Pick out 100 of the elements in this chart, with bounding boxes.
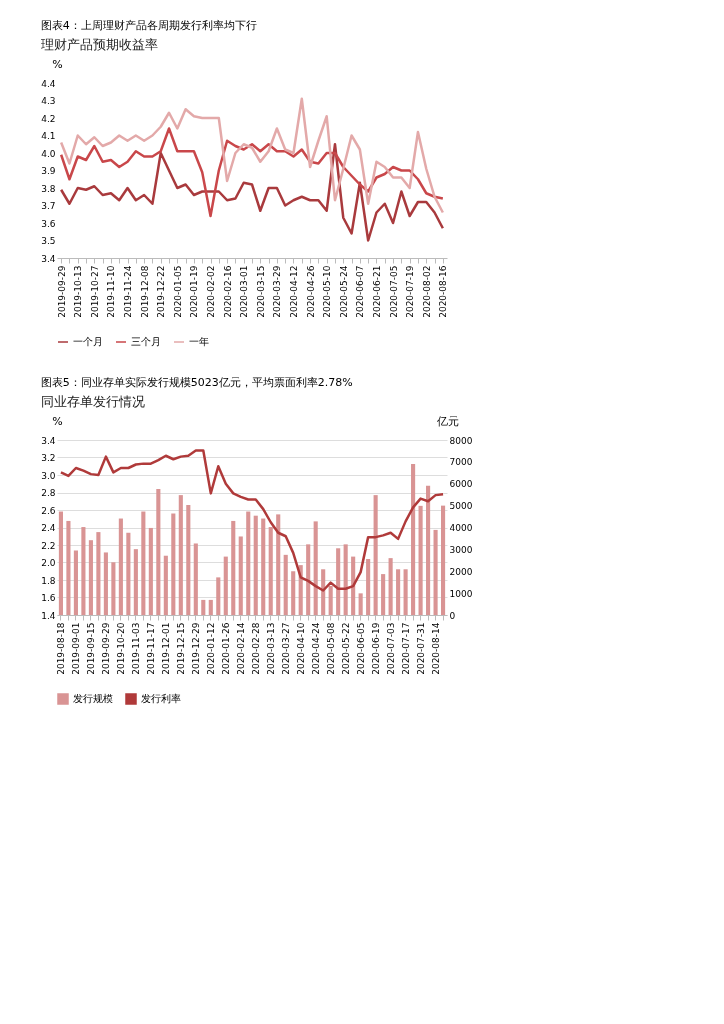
y-tick-label: 2.0 (41, 558, 56, 568)
x-tick-label: 2020-01-19 (189, 265, 200, 318)
x-tick-label: 2020-08-14 (430, 622, 441, 675)
bar (336, 548, 341, 615)
x-tick-label: 2019-12-15 (175, 622, 186, 675)
y-tick-label: 1.4 (41, 610, 56, 621)
bar (201, 599, 206, 615)
chart-subtitle: 同业存单发行情况 (40, 394, 145, 409)
y-tick-label: 2.2 (41, 540, 56, 551)
bar (148, 527, 153, 615)
x-tick-label: 2019-09-15 (85, 622, 96, 675)
y-tick-label: 3.2 (41, 453, 56, 463)
y2-tick-label: 1000 (449, 588, 473, 599)
x-tick-label: 2020-08-16 (438, 265, 449, 318)
bar (231, 520, 236, 615)
legend-label: 一个月 (73, 336, 103, 347)
x-tick-label: 2020-04-12 (288, 265, 299, 318)
bar (388, 558, 393, 615)
bar (351, 556, 356, 615)
bar (81, 527, 86, 615)
x-tick-label: 2019-12-08 (139, 265, 150, 318)
x-tick-label: 2020-07-03 (385, 622, 396, 675)
legend-label: 发行利率 (141, 693, 181, 704)
y-tick-label: 2.8 (41, 488, 56, 498)
y-tick-label: 2.6 (41, 505, 56, 516)
bar (411, 464, 416, 615)
x-tick-label: 2020-03-27 (280, 622, 291, 675)
y-tick-label: 1.8 (41, 575, 56, 586)
x-tick-label: 2019-09-29 (56, 265, 67, 318)
bar (246, 511, 251, 615)
x-tick-label: 2020-07-17 (400, 622, 411, 675)
bar (193, 543, 198, 615)
y-tick-label: 4.0 (41, 148, 56, 159)
bar (88, 540, 93, 615)
bar (418, 505, 423, 615)
y-tick-label: 4.1 (41, 131, 56, 141)
x-tick-label: 2020-04-10 (295, 622, 306, 675)
bar (343, 544, 348, 615)
bar (381, 574, 386, 615)
bar (403, 569, 408, 615)
x-tick-label: 2019-10-20 (115, 622, 126, 675)
bar (171, 513, 176, 615)
x-tick-label: 2020-05-10 (322, 265, 333, 318)
y-tick-label: 1.6 (41, 593, 56, 603)
bar (103, 552, 108, 615)
x-tick-label: 2019-09-01 (70, 622, 81, 675)
line-series (59, 449, 445, 592)
y-tick-label: 2.4 (41, 523, 56, 533)
x-tick-label: 2020-03-13 (265, 622, 276, 675)
x-tick-label: 2020-05-24 (338, 265, 349, 318)
x-tick-label: 2020-05-22 (340, 622, 351, 675)
bar (238, 536, 243, 615)
x-tick-label: 2020-06-21 (371, 265, 382, 318)
bar (156, 489, 161, 615)
chart-title: 图表5：同业存单实际发行规模5023亿元，平均票面利率2.78% (40, 376, 353, 389)
bar (358, 593, 363, 615)
bar (208, 599, 213, 615)
y2-axis-title: 亿元 (435, 414, 459, 428)
x-tick-label: 2020-06-19 (370, 622, 381, 675)
bar (433, 529, 438, 615)
x-tick-label: 2019-12-22 (156, 265, 167, 318)
x-tick-label: 2019-11-10 (106, 265, 117, 318)
x-tick-label: 2020-02-02 (206, 265, 217, 318)
y-tick-label: 3.4 (41, 435, 56, 446)
y-axis-title: % (52, 57, 63, 71)
x-tick-label: 2019-09-29 (100, 622, 111, 675)
bar (268, 527, 273, 615)
y-tick-label: 3.9 (41, 166, 56, 176)
bar (291, 571, 296, 615)
x-tick-label: 2020-07-19 (405, 265, 416, 318)
x-tick-label: 2020-08-02 (421, 265, 432, 318)
bar (283, 554, 288, 615)
y-tick-label: 4.4 (41, 78, 56, 89)
x-tick-label: 2020-03-01 (239, 265, 250, 318)
bar (261, 518, 266, 615)
y2-tick-label: 0 (449, 610, 456, 621)
bar (111, 562, 116, 615)
bar (178, 495, 183, 615)
y-tick-label: 3.8 (41, 183, 56, 194)
bar (133, 549, 138, 615)
bar (96, 532, 101, 615)
y-tick-label: 3.6 (41, 218, 56, 229)
x-tick-label: 2020-06-05 (355, 622, 366, 675)
y-axis-title: % (52, 414, 63, 428)
x-tick-label: 2020-01-12 (205, 622, 216, 675)
x-tick-label: 2020-04-26 (305, 265, 316, 318)
x-tick-label: 2019-08-18 (55, 622, 66, 675)
y2-tick-label: 6000 (449, 479, 473, 490)
y-tick-label: 3.4 (41, 253, 56, 264)
x-tick-label: 2019-11-17 (145, 622, 156, 675)
bar (321, 569, 326, 615)
x-tick-label: 2020-03-29 (272, 265, 283, 318)
line-series (59, 127, 445, 218)
bar (253, 515, 258, 615)
x-tick-label: 2019-11-03 (130, 622, 141, 675)
bar (306, 544, 311, 615)
x-tick-label: 2019-10-27 (89, 265, 100, 318)
bar (276, 514, 281, 615)
y-tick-label: 4.2 (41, 113, 56, 124)
bar (141, 511, 146, 615)
